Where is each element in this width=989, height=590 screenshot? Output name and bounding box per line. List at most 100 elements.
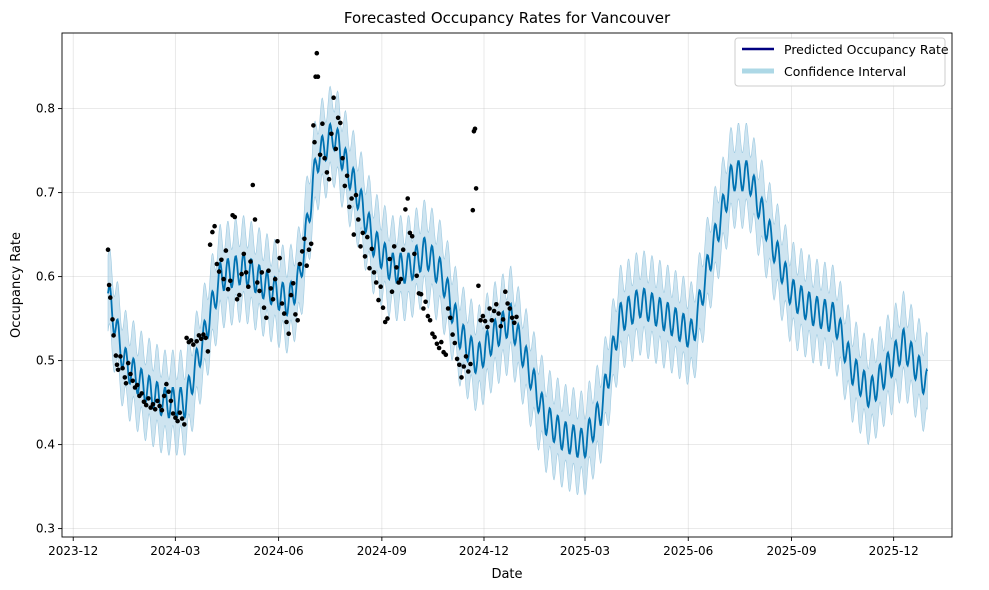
observed-point [168, 398, 174, 404]
observed-point [275, 239, 280, 244]
observed-point [358, 244, 363, 249]
predicted-line-path [107, 121, 929, 460]
observed-point [470, 207, 476, 213]
observed-point [141, 399, 147, 405]
observed-point [219, 257, 224, 263]
observed-point [159, 407, 165, 413]
observed-point [427, 318, 433, 323]
observed-point [284, 319, 289, 325]
observed-point [268, 286, 274, 291]
observed-point [250, 182, 256, 188]
observed-point [164, 381, 169, 387]
observed-point [241, 251, 247, 257]
observed-point [367, 265, 372, 271]
observed-point [387, 256, 393, 262]
observed-point [347, 204, 352, 210]
observed-point [500, 317, 506, 322]
observed-point [225, 286, 231, 292]
x-tick-label: 2024-06 [254, 544, 304, 558]
observed-point [148, 405, 153, 410]
observed-point [378, 284, 384, 290]
observed-point [324, 170, 330, 175]
observed-point [461, 364, 467, 369]
observed-point [198, 336, 204, 342]
observed-point [155, 398, 160, 404]
observed-point [389, 289, 395, 295]
observed-point [122, 375, 128, 380]
observed-point [239, 271, 244, 277]
y-tick-label: 0.7 [36, 186, 55, 200]
y-axis-ticks: 0.3 0.4 0.5 0.6 0.7 0.8 [36, 102, 62, 536]
observed-point [152, 407, 158, 412]
observed-point [105, 247, 111, 252]
observed-point [329, 131, 334, 137]
observed-point [295, 318, 301, 323]
x-tick-label: 2024-12 [459, 544, 509, 558]
y-tick-label: 0.6 [36, 270, 55, 284]
observed-point [266, 268, 271, 274]
observed-point [445, 306, 451, 311]
observed-point [264, 315, 269, 321]
observed-point [108, 295, 113, 300]
y-tick-label: 0.4 [36, 438, 55, 452]
observed-point [478, 318, 483, 323]
observed-point [308, 241, 314, 247]
observed-point [457, 362, 462, 368]
confidence-interval-area [107, 85, 928, 496]
legend: Predicted Occupancy Rate Confidence Inte… [734, 37, 949, 87]
legend-label-predicted: Predicted Occupancy Rate [784, 42, 949, 57]
observed-point [234, 297, 240, 302]
observed-point [118, 354, 123, 359]
observed-point [466, 369, 471, 374]
observed-point [175, 418, 180, 424]
observed-point [293, 312, 298, 317]
observed-point [317, 152, 323, 158]
observed-point [376, 297, 381, 303]
observed-point [351, 232, 357, 237]
observed-point [254, 280, 260, 285]
observed-point [311, 123, 316, 128]
observed-point [476, 283, 481, 289]
observed-point [405, 196, 411, 201]
observed-point [166, 389, 171, 395]
observed-point [286, 331, 292, 337]
observed-point [223, 248, 229, 253]
x-axis-label: Date [491, 567, 522, 582]
x-tick-label: 2024-09 [357, 544, 407, 558]
observed-point [210, 229, 215, 235]
observed-point [412, 251, 417, 257]
observed-point [360, 230, 366, 236]
observed-point [344, 173, 350, 179]
observed-point [203, 335, 208, 341]
observed-point [505, 301, 510, 306]
observed-point [338, 120, 343, 126]
observed-point [111, 333, 116, 338]
x-tick-label: 2024-03 [150, 544, 200, 558]
observed-point [299, 249, 305, 254]
observed-point [270, 297, 276, 302]
observed-point [385, 316, 390, 321]
observed-point [188, 338, 194, 343]
observed-point [161, 393, 167, 399]
observed-point [340, 155, 345, 161]
observed-point [418, 291, 424, 297]
observed-point [123, 381, 129, 386]
observed-point [281, 311, 287, 316]
observed-point [443, 352, 449, 358]
observed-point [342, 183, 348, 189]
observed-point [315, 74, 321, 79]
observed-point [259, 270, 265, 275]
observed-point [201, 332, 206, 337]
observed-point [214, 261, 220, 267]
observed-point [369, 246, 375, 252]
observed-point [150, 402, 156, 407]
observed-point [459, 375, 464, 380]
observed-point [450, 332, 455, 337]
observed-points [105, 50, 519, 427]
observed-point [279, 301, 285, 306]
observed-point [373, 280, 379, 285]
observed-point [143, 402, 149, 408]
y-axis-label: Occupancy Rate [9, 232, 24, 338]
observed-point [371, 270, 377, 275]
observed-point [173, 415, 178, 421]
